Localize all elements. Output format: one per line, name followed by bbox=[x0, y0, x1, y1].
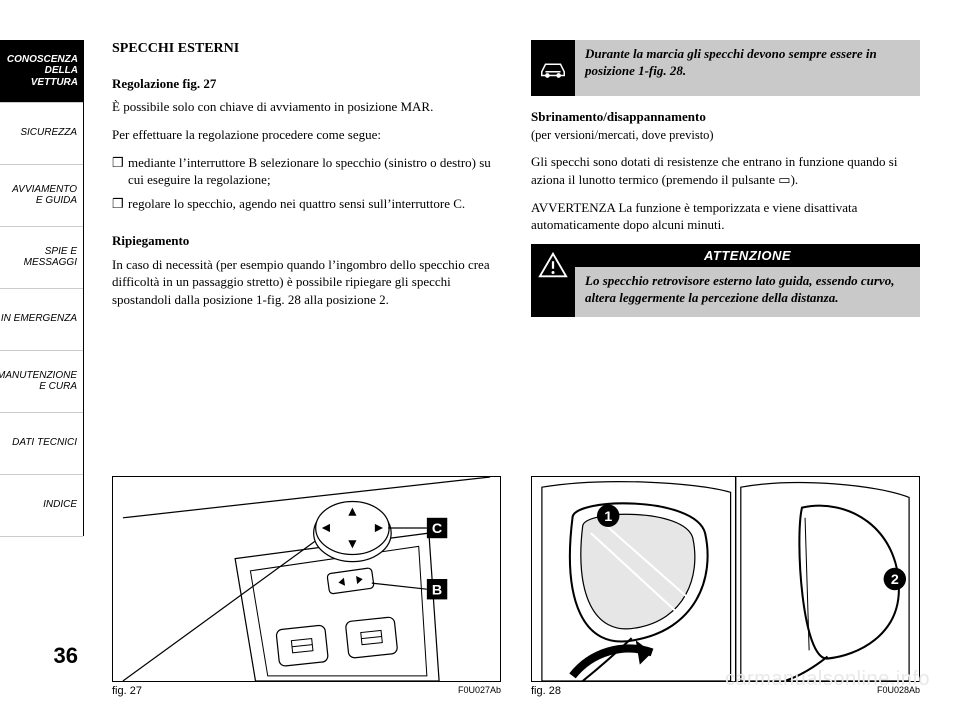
tab-label: INDICE bbox=[43, 499, 77, 511]
list-text: mediante l’interruttore B selezionare lo… bbox=[126, 154, 501, 189]
list-item: ❒ mediante l’interruttore B selezionare … bbox=[112, 154, 501, 189]
figure-27-caption: fig. 27 F0U027Ab bbox=[112, 682, 501, 699]
attn-header: ATTENZIONE bbox=[575, 244, 920, 268]
tab-sicurezza: SICUREZZA bbox=[0, 102, 84, 164]
content: SPECCHI ESTERNI Regolazione fig. 27 È po… bbox=[84, 0, 960, 709]
warning-icon bbox=[531, 244, 575, 317]
tab-label: AVVIAMENTOE GUIDA bbox=[12, 184, 77, 207]
para: Gli specchi sono dotati di resistenze ch… bbox=[531, 153, 920, 188]
para: AVVERTENZA La funzione è temporizzata e … bbox=[531, 199, 920, 234]
callout-text: Lo specchio retrovisore esterno lato gui… bbox=[575, 267, 920, 317]
checkbox-icon: ❒ bbox=[112, 154, 126, 189]
tab-dati: DATI TECNICI bbox=[0, 412, 84, 474]
tab-label: SICUREZZA bbox=[20, 127, 77, 139]
figure-27: C B bbox=[112, 476, 501, 682]
tab-indice: INDICE bbox=[0, 474, 84, 536]
subnote: (per versioni/mercati, dove previsto) bbox=[531, 128, 714, 142]
svg-text:C: C bbox=[432, 521, 442, 537]
tab-label: CONOSCENZADELLAVETTURA bbox=[7, 54, 78, 89]
para: Sbrinamento/disappannamento (per version… bbox=[531, 108, 920, 143]
callout-attenzione: ATTENZIONE Lo specchio retrovisore ester… bbox=[531, 244, 920, 317]
fig-label: fig. 27 bbox=[112, 684, 142, 699]
list-text: regolare lo specchio, agendo nei quattro… bbox=[126, 195, 501, 213]
fig-label: fig. 28 bbox=[531, 684, 561, 699]
figure-28: 1 2 bbox=[531, 476, 920, 682]
svg-text:1: 1 bbox=[604, 509, 612, 525]
fig-code: F0U027Ab bbox=[458, 684, 501, 699]
left-column: SPECCHI ESTERNI Regolazione fig. 27 È po… bbox=[112, 40, 501, 699]
tab-label: DATI TECNICI bbox=[12, 437, 77, 449]
svg-text:B: B bbox=[432, 582, 442, 598]
figure-28-svg: 1 2 bbox=[532, 477, 919, 681]
tab-spie: SPIE EMESSAGGI bbox=[0, 226, 84, 288]
heading-specchi: SPECCHI ESTERNI bbox=[112, 40, 501, 59]
svg-text:2: 2 bbox=[891, 572, 899, 588]
page-number: 36 bbox=[0, 643, 84, 669]
callout-marcia: Durante la marcia gli specchi devono sem… bbox=[531, 40, 920, 96]
para: È possibile solo con chiave di avviament… bbox=[112, 98, 501, 116]
tab-label: SPIE EMESSAGGI bbox=[24, 246, 77, 269]
para: Per effettuare la regolazione procedere … bbox=[112, 126, 501, 144]
figure-28-caption: fig. 28 F0U028Ab bbox=[531, 682, 920, 699]
heading-regolazione: Regolazione fig. 27 bbox=[112, 75, 501, 93]
page-root: CONOSCENZADELLAVETTURA SICUREZZA AVVIAME… bbox=[0, 0, 960, 709]
car-icon bbox=[531, 40, 575, 96]
heading-ripiegamento: Ripiegamento bbox=[112, 232, 501, 250]
heading-sbrinamento: Sbrinamento/disappannamento bbox=[531, 109, 706, 124]
right-column: Durante la marcia gli specchi devono sem… bbox=[531, 40, 920, 699]
callout-right: ATTENZIONE Lo specchio retrovisore ester… bbox=[575, 244, 920, 317]
checklist: ❒ mediante l’interruttore B selezionare … bbox=[112, 154, 501, 219]
tab-emergenza: IN EMERGENZA bbox=[0, 288, 84, 350]
sidebar: CONOSCENZADELLAVETTURA SICUREZZA AVVIAME… bbox=[0, 0, 84, 709]
tab-avviamento: AVVIAMENTOE GUIDA bbox=[0, 164, 84, 226]
figure-27-svg: C B bbox=[113, 477, 500, 681]
callout-text: Durante la marcia gli specchi devono sem… bbox=[575, 40, 920, 96]
tab-label: MANUTENZIONEE CURA bbox=[0, 370, 77, 393]
para: In caso di necessità (per esempio quando… bbox=[112, 256, 501, 309]
tab-manutenzione: MANUTENZIONEE CURA bbox=[0, 350, 84, 412]
list-item: ❒ regolare lo specchio, agendo nei quatt… bbox=[112, 195, 501, 213]
tab-conoscenza: CONOSCENZADELLAVETTURA bbox=[0, 40, 84, 102]
fig-code: F0U028Ab bbox=[877, 684, 920, 699]
checkbox-icon: ❒ bbox=[112, 195, 126, 213]
tab-label: IN EMERGENZA bbox=[1, 313, 77, 325]
